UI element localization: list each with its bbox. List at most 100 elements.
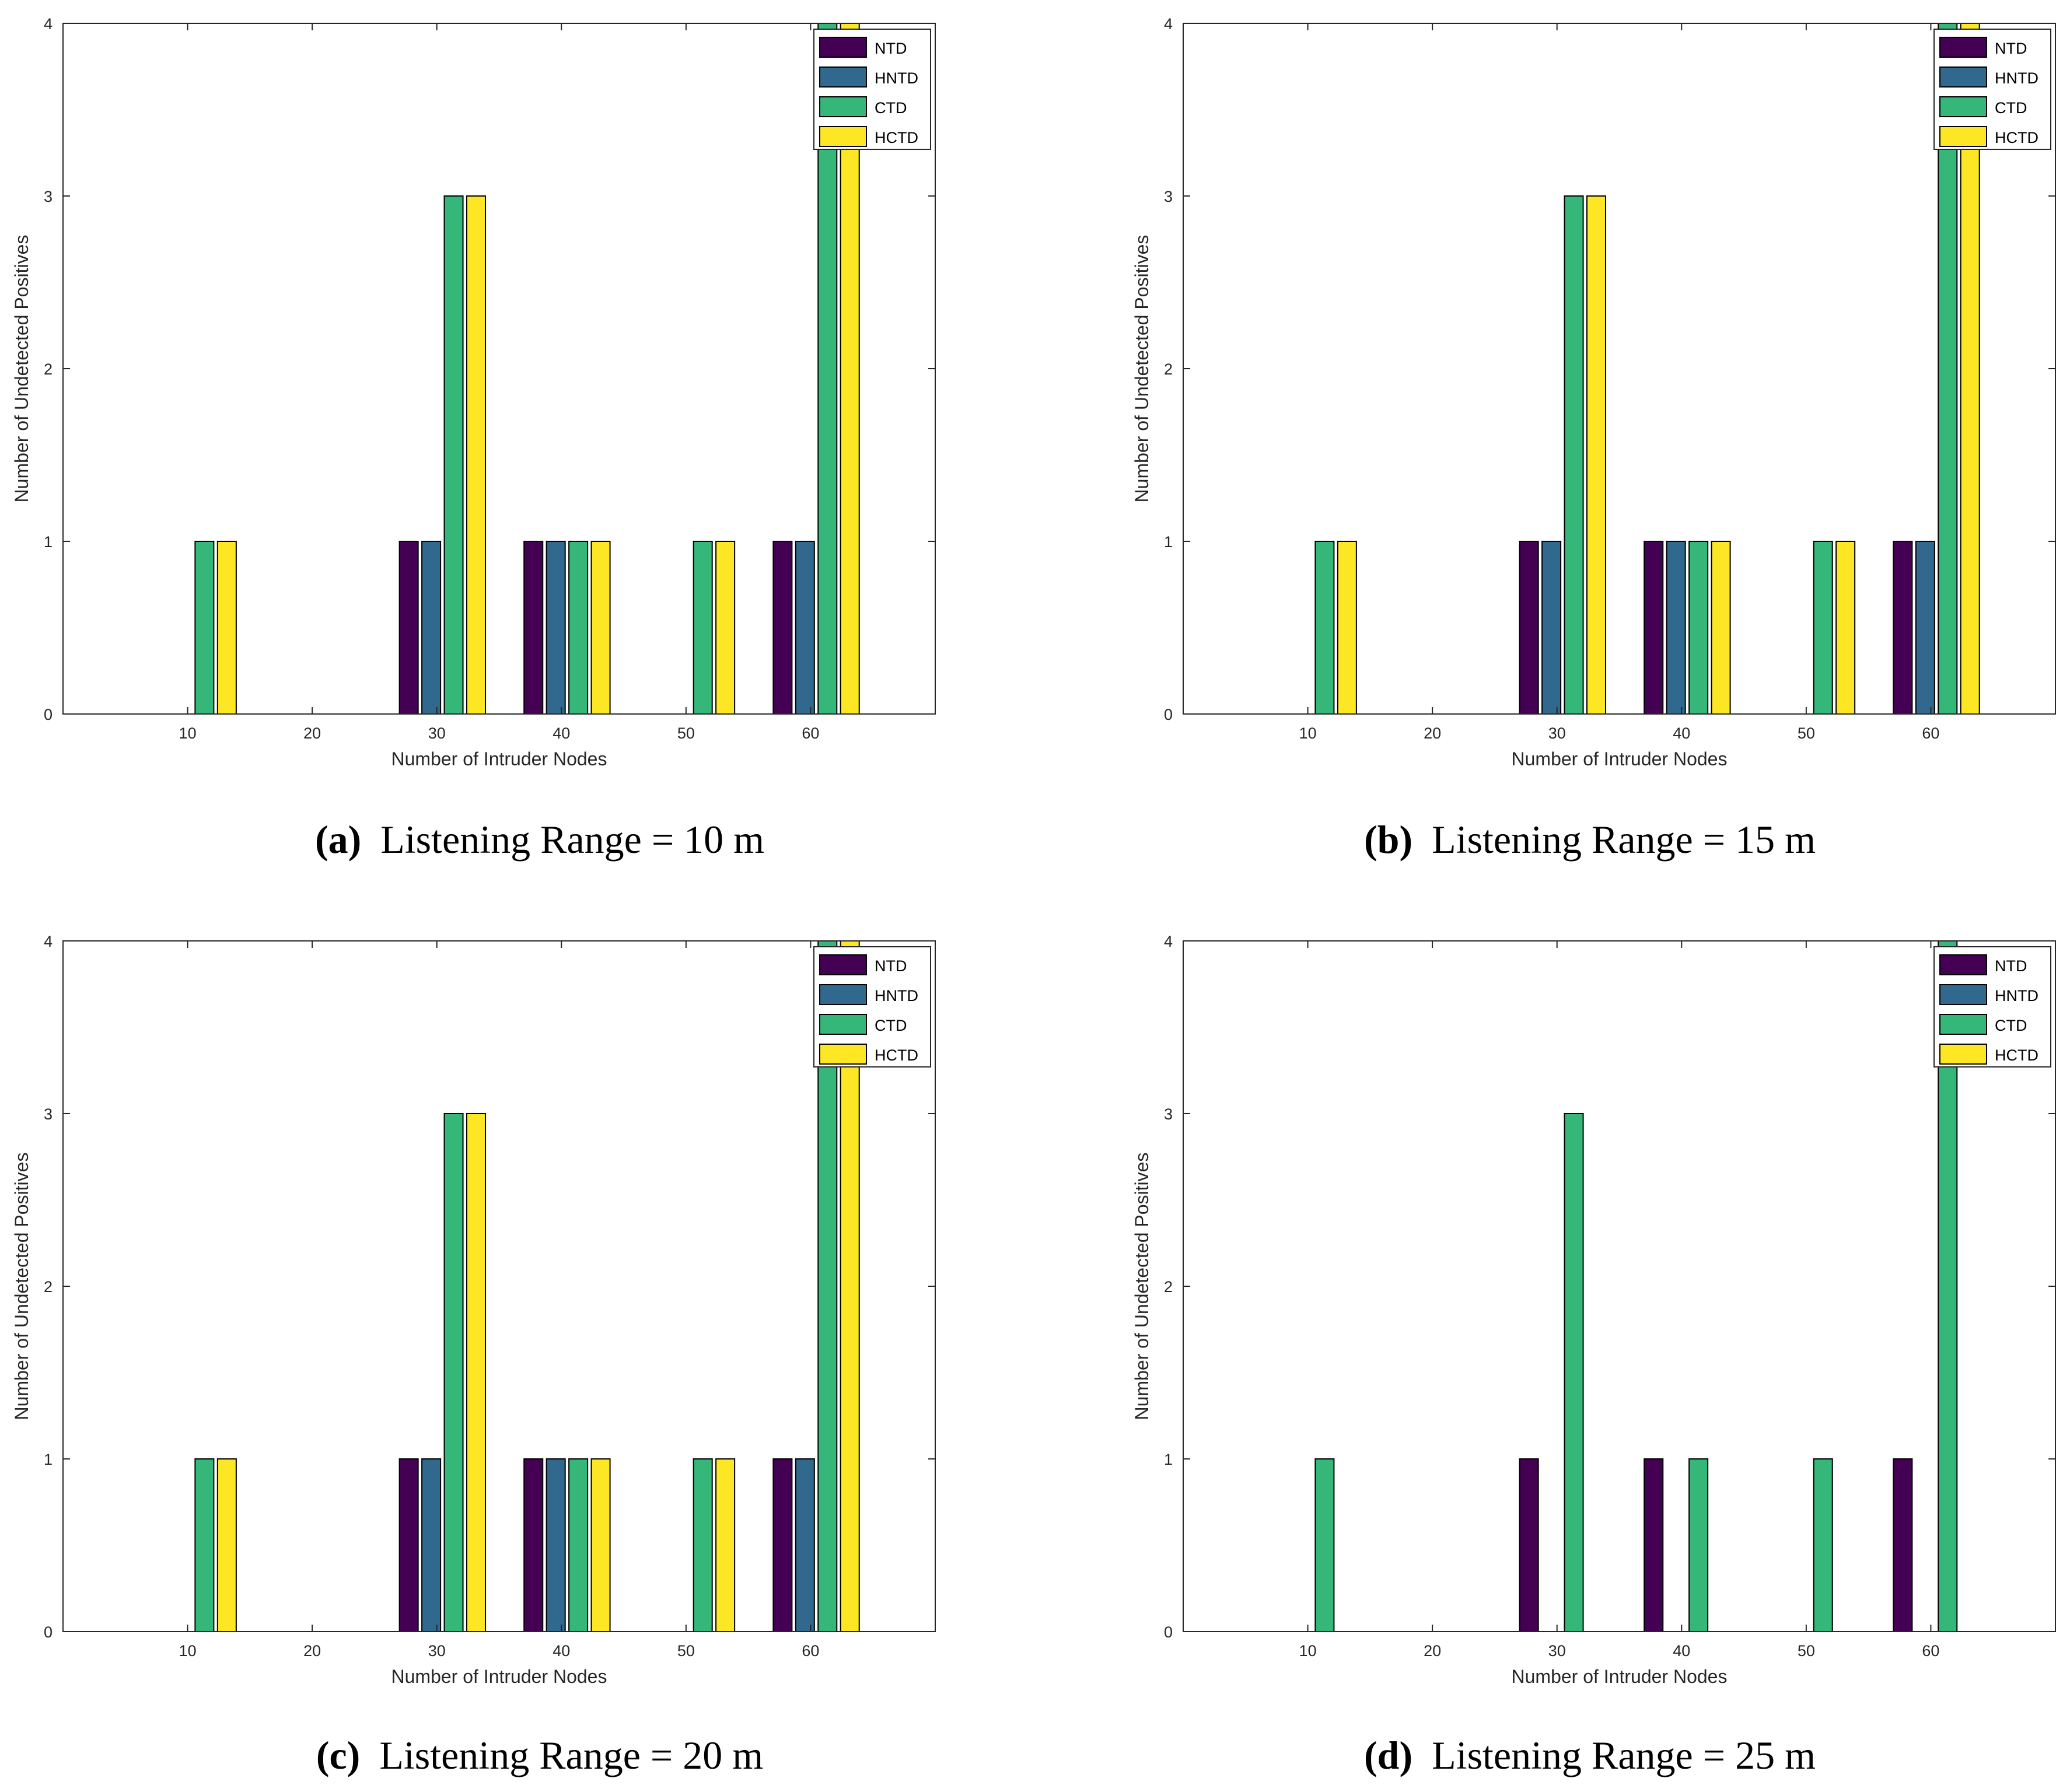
bar-c-ctd-40: [568, 1458, 589, 1632]
x-axis-label-d: Number of Intruder Nodes: [1512, 1666, 1728, 1687]
bar-a-hctd-50: [715, 541, 736, 715]
y-tick-label-d-1: 1: [1164, 1451, 1173, 1468]
bar-b-ntd-40: [1644, 541, 1664, 715]
caption-text-b: Listening Range = 15 m: [1432, 817, 1816, 862]
bar-b-hctd-50: [1835, 541, 1856, 715]
x-tick-label-d-20: 20: [1424, 1642, 1441, 1660]
caption-label-d: (d): [1364, 1733, 1412, 1777]
bar-c-hctd-50: [715, 1458, 736, 1632]
x-tick-label-c-50: 50: [677, 1642, 695, 1660]
bar-d-ntd-30: [1519, 1458, 1539, 1632]
bar-a-ctd-50: [693, 541, 713, 715]
x-tick-label-c-30: 30: [428, 1642, 446, 1660]
bar-c-hctd-30: [466, 1113, 487, 1632]
x-tick-label-c-40: 40: [553, 1642, 570, 1660]
y-tick-label-d-4: 4: [1164, 933, 1173, 950]
legend-label-d-ntd: NTD: [1995, 957, 2027, 975]
bar-b-hctd-40: [1711, 541, 1731, 715]
legend-swatch-c-ctd: [819, 1014, 867, 1035]
bar-c-hntd-30: [421, 1458, 442, 1632]
caption-text-d: Listening Range = 25 m: [1432, 1733, 1816, 1777]
legend-label-d-ctd: CTD: [1995, 1017, 2027, 1034]
axes-frame-d: [1183, 940, 2056, 1632]
x-tick-label-a-50: 50: [677, 724, 695, 742]
bar-c-hctd-40: [590, 1458, 611, 1632]
bar-a-ntd-30: [398, 541, 419, 715]
panel-c: 10 20 30 40 50 60 0 1 2 3 4 Number of Intruder Node…: [11, 933, 936, 1687]
caption-label-b: (b): [1364, 817, 1412, 862]
bar-b-hctd-30: [1586, 195, 1607, 715]
y-tick-label-c-1: 1: [44, 1451, 53, 1468]
bar-c-ctd-30: [443, 1113, 464, 1632]
legend-c: NTD HNTD CTD HCTD: [813, 946, 931, 1068]
bar-d-ctd-10: [1314, 1458, 1335, 1632]
x-axis-label-c: Number of Intruder Nodes: [391, 1666, 607, 1687]
y-tick-label-a-0: 0: [44, 706, 53, 723]
y-tick-label-b-2: 2: [1164, 360, 1173, 378]
bar-c-hntd-60: [795, 1458, 815, 1632]
legend-d: NTD HNTD CTD HCTD: [1933, 946, 2051, 1068]
y-tick-label-a-1: 1: [44, 533, 53, 551]
bar-b-hntd-40: [1666, 541, 1686, 715]
legend-swatch-a-hctd: [819, 126, 867, 147]
legend-label-a-hctd: HCTD: [875, 129, 918, 146]
legend-label-c-hctd: HCTD: [875, 1046, 918, 1064]
y-tick-label-a-3: 3: [44, 188, 53, 205]
legend-swatch-b-hntd: [1939, 66, 1987, 88]
x-tick-label-b-10: 10: [1299, 724, 1317, 742]
x-tick-label-d-40: 40: [1673, 1642, 1690, 1660]
legend-label-b-ntd: NTD: [1995, 40, 2027, 57]
y-tick-label-a-4: 4: [44, 15, 53, 33]
legend-label-b-hctd: HCTD: [1995, 129, 2038, 146]
bar-a-ntd-60: [772, 541, 793, 715]
bar-c-hctd-10: [216, 1458, 237, 1632]
bar-a-hctd-30: [466, 195, 487, 715]
x-tick-label-a-40: 40: [553, 724, 570, 742]
y-axis-label-a: Number of Undetected Positives: [11, 235, 32, 503]
legend-swatch-b-ntd: [1939, 37, 1987, 58]
bar-a-ctd-40: [568, 541, 589, 715]
legend-swatch-d-hntd: [1939, 984, 1987, 1005]
x-tick-label-d-60: 60: [1922, 1642, 1939, 1660]
bar-a-hntd-30: [421, 541, 442, 715]
x-tick-label-b-40: 40: [1673, 724, 1690, 742]
legend-label-a-ntd: NTD: [875, 40, 907, 57]
y-tick-label-c-4: 4: [44, 933, 53, 950]
legend-swatch-a-ntd: [819, 37, 867, 58]
x-tick-label-b-60: 60: [1922, 724, 1939, 742]
y-tick-label-a-2: 2: [44, 360, 53, 378]
x-tick-label-d-10: 10: [1299, 1642, 1317, 1660]
bar-a-hctd-10: [216, 541, 237, 715]
legend-swatch-a-ctd: [819, 96, 867, 117]
bar-a-ctd-30: [443, 195, 464, 715]
x-tick-label-b-20: 20: [1424, 724, 1441, 742]
bar-a-hntd-40: [546, 541, 566, 715]
caption-label-c: (c): [316, 1733, 360, 1777]
bar-b-hntd-60: [1915, 541, 1935, 715]
y-axis-label-d: Number of Undetected Positives: [1131, 1153, 1152, 1420]
panel-a: 10 20 30 40 50 60 0 1 2 3 4 Number of Intruder Node…: [11, 15, 936, 769]
y-tick-label-d-2: 2: [1164, 1278, 1173, 1296]
legend-label-c-hntd: HNTD: [875, 987, 918, 1005]
bar-c-ntd-40: [523, 1458, 544, 1632]
legend-label-b-hntd: HNTD: [1995, 69, 2038, 87]
bar-b-ntd-60: [1893, 541, 1913, 715]
bar-b-ntd-30: [1519, 541, 1539, 715]
x-tick-label-b-30: 30: [1548, 724, 1566, 742]
legend-label-c-ctd: CTD: [875, 1017, 907, 1034]
caption-label-a: (a): [315, 817, 361, 862]
bar-b-ctd-50: [1813, 541, 1833, 715]
legend-label-a-hntd: HNTD: [875, 69, 918, 87]
legend-swatch-d-ntd: [1939, 954, 1987, 975]
legend-label-c-ntd: NTD: [875, 957, 907, 975]
legend-swatch-d-ctd: [1939, 1014, 1987, 1035]
y-axis-label-b: Number of Undetected Positives: [1131, 235, 1152, 503]
y-tick-label-b-0: 0: [1164, 706, 1173, 723]
panel-b: 10 20 30 40 50 60 0 1 2 3 4 Number of Intruder Node…: [1131, 15, 2056, 769]
bar-b-ctd-10: [1314, 541, 1335, 715]
legend-label-b-ctd: CTD: [1995, 99, 2027, 117]
legend-swatch-c-hctd: [819, 1044, 867, 1065]
bar-a-ntd-40: [523, 541, 544, 715]
y-tick-label-c-3: 3: [44, 1105, 53, 1123]
